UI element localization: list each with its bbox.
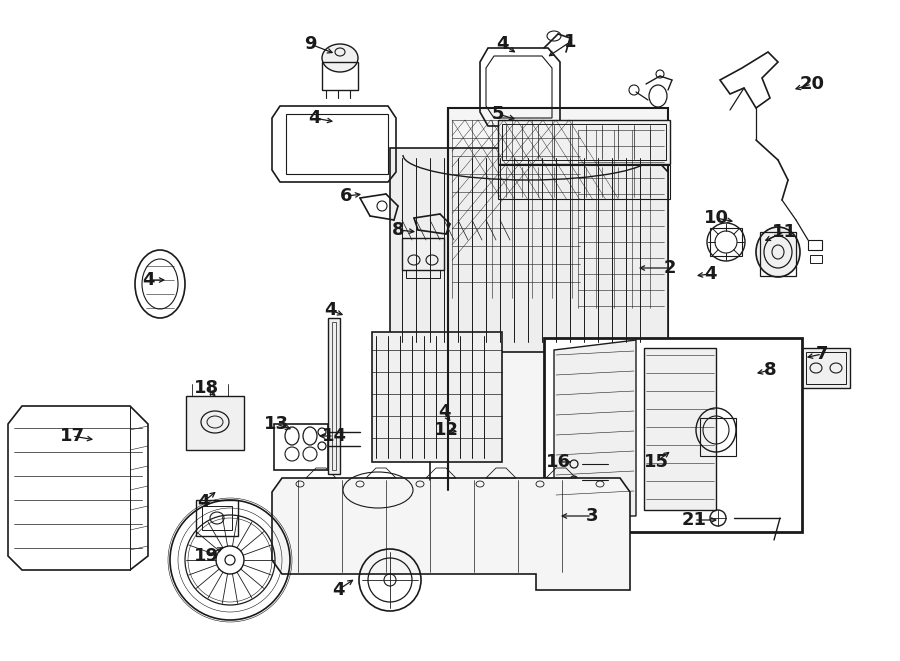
Bar <box>202 506 232 530</box>
Polygon shape <box>390 148 668 352</box>
Text: 15: 15 <box>644 453 669 471</box>
Text: 11: 11 <box>771 223 796 241</box>
Ellipse shape <box>756 227 800 277</box>
Text: 4: 4 <box>332 581 344 599</box>
Text: 2: 2 <box>664 259 676 277</box>
Bar <box>286 114 388 174</box>
Bar <box>402 238 444 270</box>
Text: 16: 16 <box>545 453 571 471</box>
Bar <box>806 352 846 384</box>
Bar <box>196 500 238 536</box>
Bar <box>700 418 736 456</box>
Bar <box>502 124 666 160</box>
Bar <box>332 322 336 470</box>
Text: 8: 8 <box>764 361 777 379</box>
Text: 4: 4 <box>142 271 154 289</box>
Text: 9: 9 <box>304 35 316 53</box>
Text: 6: 6 <box>340 187 352 205</box>
Bar <box>328 318 340 474</box>
Bar <box>808 240 822 250</box>
Text: 21: 21 <box>681 511 706 529</box>
Bar <box>710 228 742 256</box>
Text: 4: 4 <box>197 493 209 511</box>
Text: 20: 20 <box>799 75 824 93</box>
Polygon shape <box>272 478 630 590</box>
Text: 5: 5 <box>491 105 504 123</box>
Text: 12: 12 <box>434 421 458 439</box>
Text: 4: 4 <box>324 301 337 319</box>
Text: 4: 4 <box>496 35 508 53</box>
Text: 18: 18 <box>194 379 219 397</box>
Text: 4: 4 <box>704 265 716 283</box>
Bar <box>802 348 850 388</box>
Bar <box>406 270 440 278</box>
Bar <box>810 255 822 263</box>
Text: 3: 3 <box>586 507 598 525</box>
Text: 14: 14 <box>321 427 347 445</box>
Bar <box>738 394 772 402</box>
Text: 19: 19 <box>194 547 219 565</box>
Text: 8: 8 <box>392 221 404 239</box>
Polygon shape <box>448 108 668 490</box>
Bar <box>498 120 670 164</box>
Text: 4: 4 <box>437 403 450 421</box>
Ellipse shape <box>322 44 358 72</box>
Bar <box>186 396 244 450</box>
Text: 4: 4 <box>308 109 320 127</box>
Text: 1: 1 <box>563 33 576 51</box>
Text: 17: 17 <box>59 427 85 445</box>
Bar <box>760 232 796 276</box>
Text: 13: 13 <box>264 415 289 433</box>
Bar <box>498 165 670 199</box>
Bar <box>544 338 802 532</box>
Bar <box>274 424 328 470</box>
Text: 7: 7 <box>815 345 828 363</box>
Polygon shape <box>644 348 716 510</box>
Bar <box>734 370 776 406</box>
Polygon shape <box>554 340 636 516</box>
Bar <box>372 332 502 462</box>
Text: 10: 10 <box>704 209 728 227</box>
Bar <box>322 62 358 90</box>
